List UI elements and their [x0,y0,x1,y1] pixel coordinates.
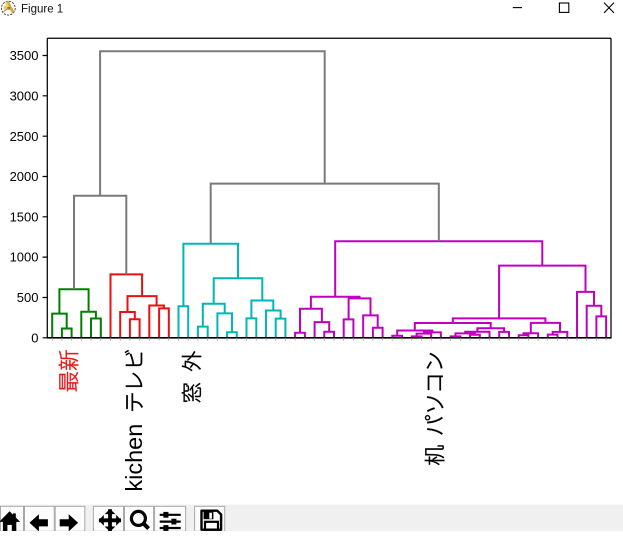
svg-text:3500: 3500 [10,48,39,63]
svg-text:2500: 2500 [10,129,39,144]
svg-text:kichen: kichen [121,424,147,492]
svg-text:500: 500 [17,290,39,305]
svg-text:1500: 1500 [10,209,39,224]
svg-text:3000: 3000 [10,88,39,103]
svg-text:2000: 2000 [10,169,39,184]
svg-text:1000: 1000 [10,250,39,265]
svg-text:Figure 1: Figure 1 [21,3,63,15]
svg-text:0: 0 [31,330,38,345]
